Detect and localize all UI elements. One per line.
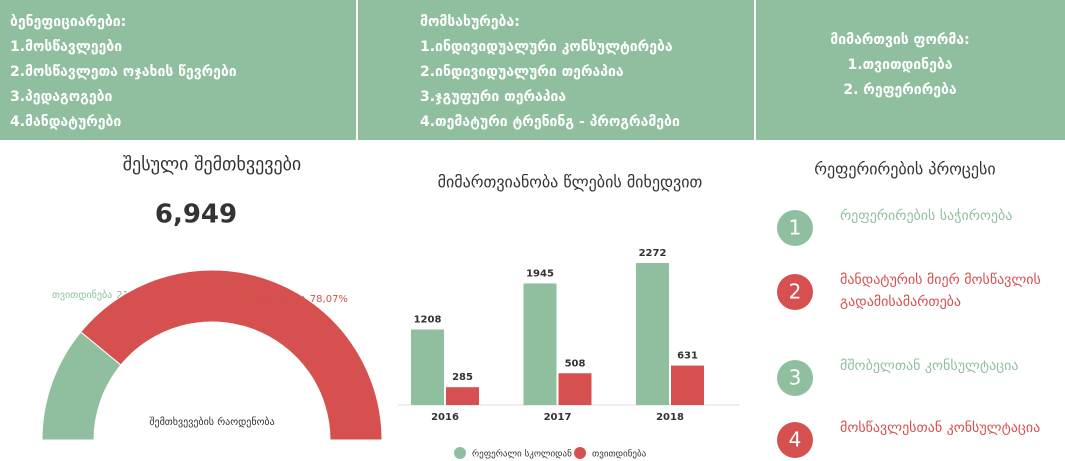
header-band	[0, 0, 1065, 140]
bar-value-label: 508	[565, 358, 586, 369]
x-tick-label: 2017	[544, 412, 572, 423]
panel-item: 3.პედაგოგები	[10, 89, 112, 105]
panel-title: მიმართვის ფორმა:	[830, 32, 969, 48]
panel-item: 1.თვითდინება	[848, 57, 953, 73]
bar	[636, 263, 669, 405]
step-text: მშობელთან კონსულტაცია	[840, 358, 1019, 374]
panel-title: მომსახურება:	[420, 14, 520, 30]
step-text: გადამისამართება	[840, 293, 961, 310]
bar-value-label: 2272	[639, 248, 667, 259]
legend-swatch	[574, 447, 586, 459]
bar	[671, 365, 704, 405]
panel-item: 1.ინდივიდუალური კონსულტირება	[420, 39, 673, 55]
legend-label: თვითდინება	[592, 449, 647, 460]
step-circle	[777, 210, 813, 246]
panel-item: 2. რეფერირება	[843, 82, 957, 98]
process-title: რეფერირების პროცესი	[814, 160, 995, 179]
step-circle	[777, 422, 813, 458]
bar	[446, 387, 479, 405]
bar-value-label: 1945	[526, 268, 554, 279]
bar-value-label: 1208	[414, 315, 442, 326]
bar-title: მიმართვიანობა წლების მიხედვით	[438, 173, 703, 192]
panel-item: 2.ინდივიდუალური თერაპია	[420, 64, 624, 80]
step-number: 3	[789, 366, 802, 390]
gauge-label-name: თვითდინება	[52, 289, 112, 301]
legend-swatch	[454, 447, 466, 459]
bar-value-label: 631	[677, 351, 698, 362]
cases-title: შესული შემთხვევები	[123, 154, 302, 175]
step-number: 2	[789, 280, 802, 304]
gauge-label-value: 78,07%	[310, 294, 348, 305]
step-text: მანდატურის მიერ მოსწავლის	[840, 271, 1041, 288]
panel-item: 1.მოსწავლეები	[10, 39, 122, 55]
bar	[411, 329, 444, 405]
step-text: რეფერირების საჭიროება	[840, 207, 1012, 224]
x-tick-label: 2018	[656, 412, 684, 423]
bar	[558, 373, 592, 405]
panel-item: 4.თემატური ტრენინგ - პროგრამები	[420, 114, 680, 130]
panel-item: 2.მოსწავლეთა ოჯახის წევრები	[10, 64, 237, 80]
x-tick-label: 2016	[431, 412, 459, 423]
step-circle	[777, 274, 813, 310]
step-circle	[777, 360, 813, 396]
gauge-label: რეფერირება 78,07%	[243, 293, 348, 305]
bar-value-label: 285	[452, 372, 473, 383]
step-text: მოსწავლესთან კონსულტაცია	[840, 420, 1040, 436]
cases-total: 6,949	[155, 200, 237, 230]
gauge-label-name: რეფერირება	[243, 293, 306, 305]
bar	[523, 283, 557, 405]
legend-label: რეფერალი სკოლიდან	[472, 449, 572, 460]
step-number: 1	[789, 216, 802, 240]
gauge-center-label: შემთხვევების რაოდენობა	[149, 416, 274, 428]
panel-item: 4.მანდატურები	[10, 114, 121, 130]
panel-item: 3.ჯგუფური თერაპია	[420, 89, 566, 105]
panel-title: ბენეფიციარები:	[10, 14, 126, 30]
gauge-segment	[80, 269, 383, 441]
step-number: 4	[789, 428, 802, 452]
